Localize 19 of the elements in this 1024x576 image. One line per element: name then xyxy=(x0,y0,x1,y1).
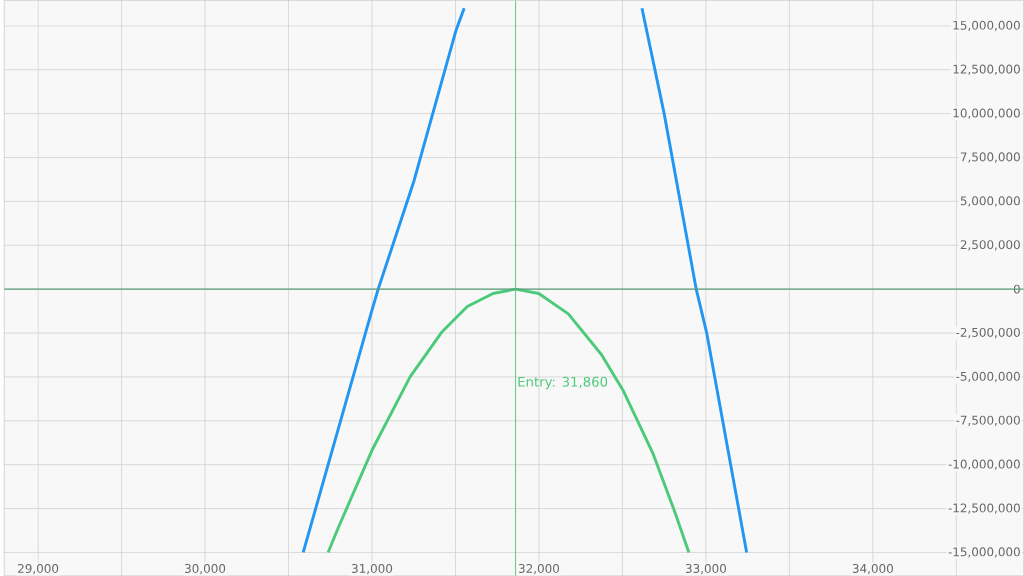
x-tick-label: 34,000 xyxy=(852,563,893,575)
y-tick-label: -12,500,000 xyxy=(948,503,1020,514)
x-tick-label: 32,000 xyxy=(518,563,560,575)
y-tick-label: -15,000,000 xyxy=(948,547,1020,558)
x-tick-label: 33,000 xyxy=(685,563,726,575)
x-tick-label: 30,000 xyxy=(185,563,226,575)
y-tick-label: 12,500,000 xyxy=(953,64,1020,75)
y-tick-label: -10,000,000 xyxy=(948,459,1020,470)
x-tick-label: 31,000 xyxy=(352,563,393,575)
x-tick-label: 29,000 xyxy=(18,563,59,575)
y-tick-label: 15,000,000 xyxy=(953,20,1020,31)
y-tick-label: -7,500,000 xyxy=(956,415,1020,426)
y-tick-label: 5,000,000 xyxy=(960,196,1020,207)
y-tick-label: 7,500,000 xyxy=(960,152,1020,163)
y-tick-label: 2,500,000 xyxy=(960,240,1020,251)
y-tick-label: -2,500,000 xyxy=(956,327,1020,339)
y-tick-label: -5,000,000 xyxy=(956,371,1020,382)
y-tick-label: 10,000,000 xyxy=(953,108,1020,119)
ref-line-label: Entry: 31,860 xyxy=(518,376,608,390)
